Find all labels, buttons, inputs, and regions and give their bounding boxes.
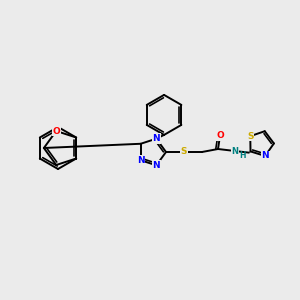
Text: N: N <box>152 134 160 143</box>
Text: O: O <box>216 131 224 140</box>
Text: S: S <box>247 132 253 141</box>
Text: O: O <box>52 127 60 136</box>
Text: N: N <box>152 161 160 170</box>
Text: H: H <box>239 152 245 160</box>
Text: N: N <box>137 156 145 165</box>
Text: S: S <box>181 148 187 157</box>
Text: N: N <box>261 152 269 160</box>
Text: N: N <box>232 146 238 155</box>
